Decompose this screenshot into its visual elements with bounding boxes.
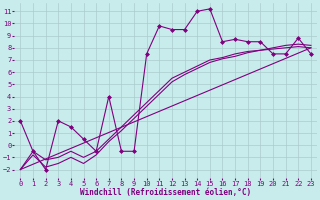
X-axis label: Windchill (Refroidissement éolien,°C): Windchill (Refroidissement éolien,°C) bbox=[80, 188, 251, 197]
